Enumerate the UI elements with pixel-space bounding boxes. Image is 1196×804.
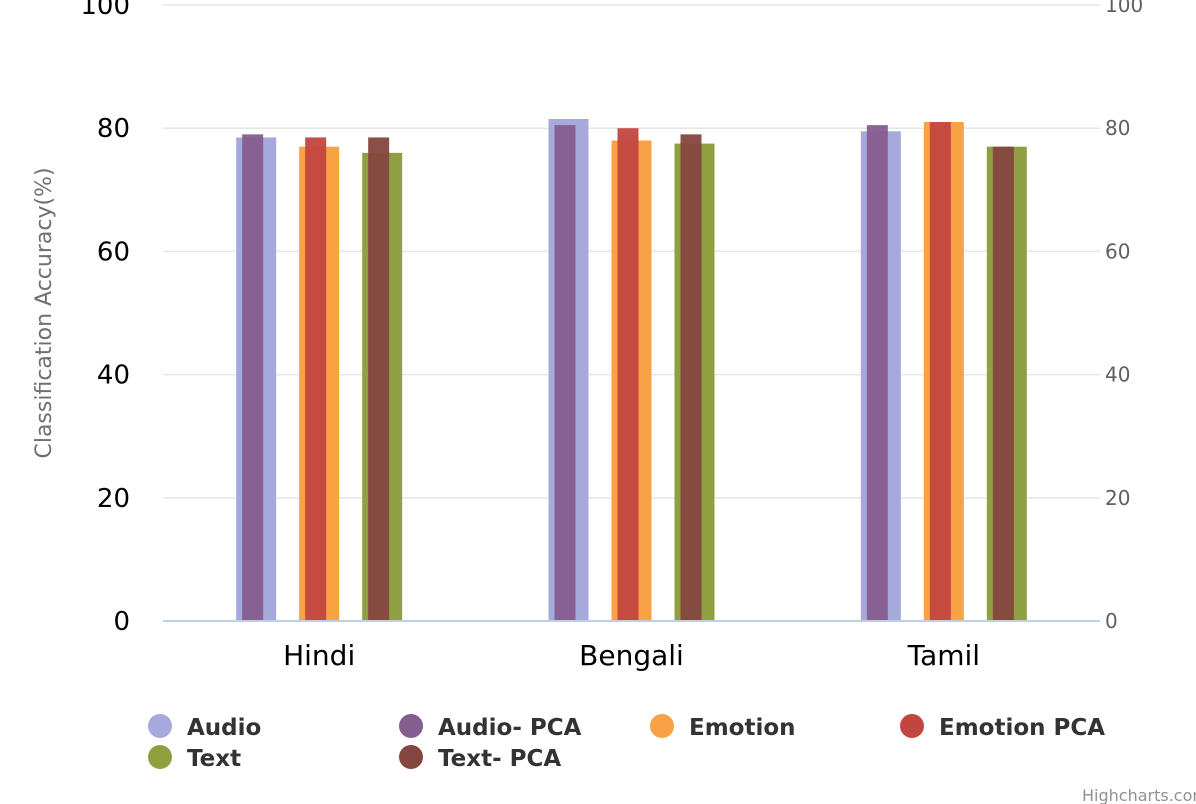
x-tick-labels: Hindi Bengali Tamil <box>283 639 980 672</box>
right-y-tick-label: 100 <box>1105 0 1143 17</box>
legend-item[interactable]: Text <box>187 746 241 772</box>
bar[interactable] <box>305 137 327 621</box>
y-axis-title: Classification Accuracy(%) <box>32 167 57 458</box>
x-tick-label: Bengali <box>579 639 684 672</box>
y-tick-label: 40 <box>97 361 130 391</box>
bar[interactable] <box>368 137 390 621</box>
bar[interactable] <box>929 122 951 621</box>
bar[interactable] <box>554 125 576 622</box>
legend-marker[interactable] <box>399 745 423 769</box>
right-y-tick-label: 60 <box>1105 239 1130 263</box>
bar[interactable] <box>617 128 639 621</box>
x-tick-label: Tamil <box>907 639 980 672</box>
y-tick-label: 0 <box>113 607 130 637</box>
right-y-tick-label: 0 <box>1105 609 1118 633</box>
legend-marker[interactable] <box>148 714 172 738</box>
legend-item[interactable]: Text- PCA <box>438 746 561 772</box>
legend-marker[interactable] <box>650 714 674 738</box>
bar[interactable] <box>680 134 702 622</box>
bar[interactable] <box>992 146 1014 621</box>
legend-marker[interactable] <box>900 714 924 738</box>
bars <box>236 118 1027 622</box>
y-tick-label: 100 <box>80 0 130 21</box>
legend: Audio Audio- PCA Emotion Emotion PCA Text Tex… <box>148 714 1105 772</box>
legend-marker[interactable] <box>399 714 423 738</box>
right-y-tick-label: 80 <box>1105 116 1130 140</box>
right-y-tick-label: 20 <box>1105 486 1130 510</box>
x-tick-label: Hindi <box>283 639 355 672</box>
legend-marker[interactable] <box>148 745 172 769</box>
right-y-tick-label: 40 <box>1105 363 1130 387</box>
legend-item[interactable]: Audio- PCA <box>438 715 582 741</box>
legend-item[interactable]: Audio <box>187 715 261 741</box>
bar[interactable] <box>866 125 888 622</box>
bar[interactable] <box>242 134 264 622</box>
y-tick-labels: 0 0 20 20 40 40 60 60 80 80 100 100 <box>80 0 1143 637</box>
y-tick-label: 20 <box>97 484 130 514</box>
credits-link[interactable]: Highcharts.com <box>1082 786 1196 804</box>
y-tick-label: 80 <box>97 114 130 144</box>
legend-item[interactable]: Emotion PCA <box>939 715 1105 741</box>
legend-item[interactable]: Emotion <box>689 715 796 741</box>
y-tick-label: 60 <box>97 237 130 267</box>
